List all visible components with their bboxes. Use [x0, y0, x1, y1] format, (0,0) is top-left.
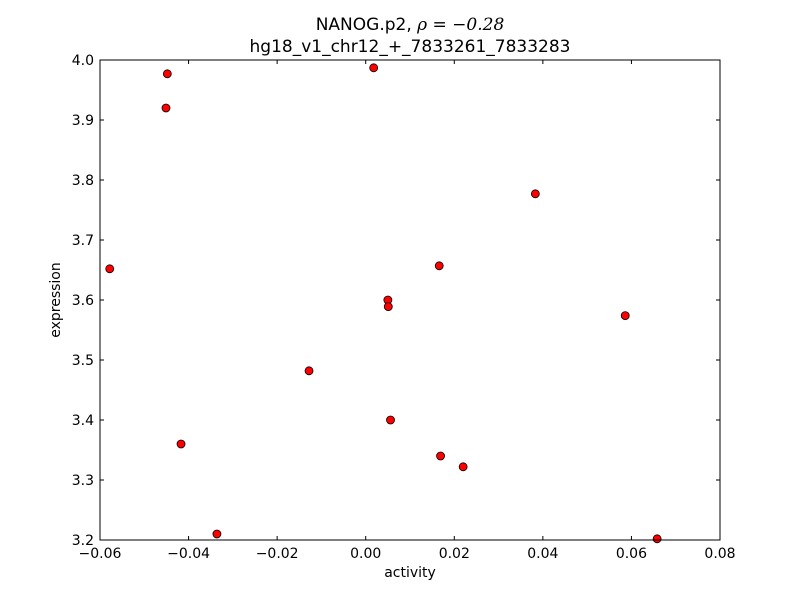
title-rho: ρ = −0.28 — [416, 15, 504, 35]
plot-frame — [99, 59, 721, 541]
chart-title-line2: hg18_v1_chr12_+_7833261_7833283 — [250, 37, 571, 57]
y-tick-label: 3.8 — [72, 173, 94, 189]
data-point — [212, 529, 222, 539]
y-tick-label: 3.9 — [72, 113, 94, 129]
data-point — [458, 462, 468, 472]
y-tick-label: 3.3 — [72, 473, 94, 489]
data-point — [369, 63, 379, 73]
data-point — [383, 302, 393, 312]
y-tick-label: 3.4 — [72, 413, 94, 429]
chart-title-line1: NANOG.p2, ρ = −0.28 — [316, 15, 505, 35]
y-tick-label: 4.0 — [72, 53, 94, 69]
x-tick-label: 0.02 — [439, 546, 470, 562]
y-tick-label: 3.5 — [72, 353, 94, 369]
x-tick-label: 0.00 — [350, 546, 381, 562]
plot-area — [100, 60, 720, 540]
title-gene: NANOG.p2, — [316, 15, 417, 35]
data-point — [652, 534, 662, 544]
x-tick-label: 0.04 — [527, 546, 558, 562]
data-point — [386, 415, 395, 425]
data-point — [162, 69, 172, 79]
y-tick-label: 3.6 — [72, 293, 94, 309]
x-tick-label: −0.02 — [256, 546, 299, 562]
y-tick-label: 3.2 — [72, 533, 94, 549]
points-layer — [105, 63, 662, 544]
x-tick-label: −0.06 — [79, 546, 122, 562]
x-tick-label: 0.06 — [616, 546, 647, 562]
y-tick-label: 3.7 — [72, 233, 94, 249]
data-point — [176, 439, 186, 449]
y-axis-label: expression — [48, 262, 64, 338]
data-point — [105, 264, 115, 274]
x-tick-label: 0.08 — [704, 546, 735, 562]
data-point — [620, 311, 630, 321]
x-axis-label: activity — [384, 565, 436, 581]
data-point — [161, 103, 171, 113]
x-tick-label: −0.04 — [167, 546, 210, 562]
data-point — [436, 451, 445, 461]
data-point — [304, 366, 314, 376]
data-point — [530, 189, 540, 199]
ticks-layer: −0.06 −0.04 −0.02 0.00 0.02 0.04 0.06 0.08 3.2 3.… — [72, 53, 736, 562]
data-point — [434, 261, 444, 271]
